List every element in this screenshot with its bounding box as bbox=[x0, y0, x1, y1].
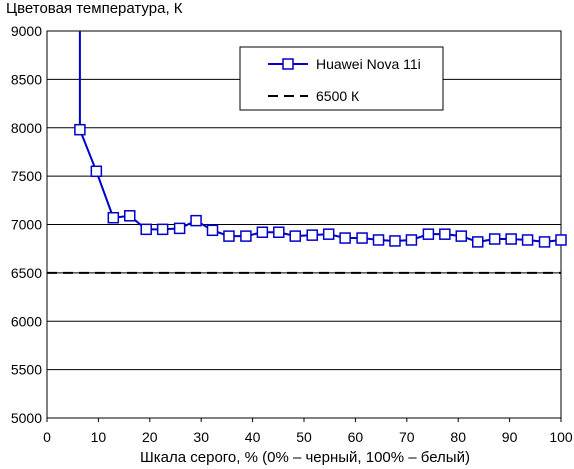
data-point-1 bbox=[90, 165, 103, 178]
data-point-21 bbox=[422, 228, 435, 240]
y-tick-8500: 8500 bbox=[11, 71, 42, 87]
x-tick-40: 40 bbox=[245, 429, 261, 445]
data-point-9 bbox=[223, 230, 235, 242]
data-point-8 bbox=[206, 224, 219, 237]
data-point-22 bbox=[439, 228, 451, 240]
data-point-11 bbox=[256, 226, 269, 238]
legend-marker-huawei bbox=[282, 58, 294, 70]
data-point-0 bbox=[74, 123, 86, 136]
data-point-28 bbox=[538, 236, 551, 248]
x-tick-50: 50 bbox=[296, 429, 312, 445]
legend-box bbox=[239, 46, 444, 111]
data-point-14 bbox=[306, 229, 318, 241]
data-point-27 bbox=[521, 234, 534, 246]
tick-labels: 5000 5500 6000 6500 7000 7500 8000 8500 9000 0 10 2… bbox=[11, 23, 573, 445]
legend-label-reference: 6500 К bbox=[316, 88, 360, 104]
x-tick-70: 70 bbox=[399, 429, 415, 445]
data-point-23 bbox=[455, 230, 468, 242]
y-tick-7500: 7500 bbox=[11, 168, 42, 184]
y-tick-6000: 6000 bbox=[11, 313, 42, 329]
x-tick-20: 20 bbox=[142, 429, 158, 445]
data-point-3 bbox=[124, 210, 136, 222]
data-point-12 bbox=[273, 226, 285, 238]
x-tick-30: 30 bbox=[193, 429, 209, 445]
x-tick-0: 0 bbox=[43, 429, 51, 445]
y-tick-5000: 5000 bbox=[11, 410, 42, 426]
x-tick-90: 90 bbox=[502, 429, 518, 445]
data-point-13 bbox=[289, 230, 302, 242]
data-point-2 bbox=[107, 211, 120, 224]
plot-frame bbox=[46, 30, 562, 419]
data-point-25 bbox=[488, 233, 501, 245]
data-point-24 bbox=[471, 236, 484, 248]
x-tick-10: 10 bbox=[91, 429, 107, 445]
data-point-6 bbox=[173, 222, 186, 235]
data-point-29 bbox=[555, 234, 567, 246]
x-tick-100: 100 bbox=[549, 429, 573, 445]
x-tick-80: 80 bbox=[450, 429, 466, 445]
data-point-15 bbox=[322, 228, 335, 240]
data-point-20 bbox=[405, 234, 418, 246]
data-point-10 bbox=[240, 230, 252, 242]
x-tick-60: 60 bbox=[348, 429, 364, 445]
y-tick-7000: 7000 bbox=[11, 217, 42, 233]
data-point-17 bbox=[356, 232, 368, 244]
y-tick-9000: 9000 bbox=[11, 23, 42, 39]
data-point-4 bbox=[140, 223, 152, 236]
y-tick-8000: 8000 bbox=[11, 120, 42, 136]
x-axis-label: Шкала серого, % (0% – черный, 100% – бел… bbox=[140, 449, 470, 466]
data-point-19 bbox=[389, 235, 401, 247]
series-layer bbox=[47, 31, 567, 274]
data-point-5 bbox=[156, 223, 169, 236]
data-point-7 bbox=[190, 214, 202, 227]
data-point-18 bbox=[372, 234, 385, 246]
legend: Huawei Nova 11i 6500 К bbox=[239, 46, 444, 111]
legend-label-huawei: Huawei Nova 11i bbox=[316, 56, 421, 72]
data-point-26 bbox=[505, 233, 517, 245]
y-tick-5500: 5500 bbox=[11, 362, 42, 378]
data-point-16 bbox=[339, 232, 351, 244]
y-axis-label: Цветовая температура, К bbox=[6, 0, 183, 17]
y-tick-6500: 6500 bbox=[11, 265, 42, 281]
